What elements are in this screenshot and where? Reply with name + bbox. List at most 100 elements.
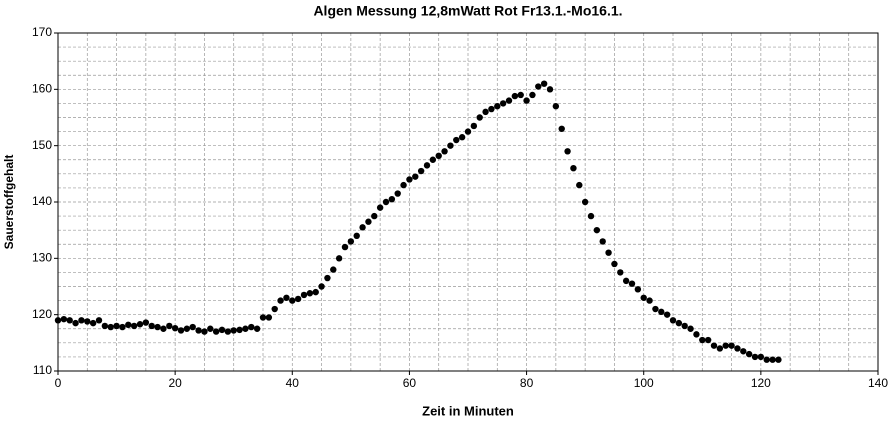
point <box>529 91 536 99</box>
point <box>113 322 120 330</box>
y-tick-label: 120 <box>32 307 52 321</box>
point <box>546 86 554 93</box>
point <box>675 319 683 327</box>
y-tick-label: 130 <box>32 251 52 265</box>
point <box>347 238 355 245</box>
point <box>687 325 694 332</box>
point <box>394 190 401 197</box>
point <box>265 314 273 321</box>
point <box>476 114 483 121</box>
point <box>89 319 97 327</box>
point <box>84 318 91 325</box>
point <box>236 326 243 334</box>
point <box>634 286 642 293</box>
point <box>699 336 706 344</box>
point <box>341 243 349 251</box>
point <box>230 327 237 334</box>
point <box>523 97 530 104</box>
y-tick-label: 160 <box>32 82 52 96</box>
point <box>581 198 589 206</box>
point <box>400 181 407 189</box>
point <box>212 328 220 335</box>
point <box>388 195 396 203</box>
point <box>482 108 489 116</box>
point <box>335 255 343 262</box>
point <box>318 283 325 290</box>
x-tick-label: 60 <box>403 376 417 390</box>
chart-title: Algen Messung 12,8mWatt Rot Fr13.1.-Mo16… <box>313 3 622 19</box>
point <box>716 345 724 352</box>
point <box>611 260 618 268</box>
point <box>271 305 278 313</box>
point <box>359 224 366 231</box>
y-tick-label: 110 <box>33 363 52 377</box>
y-tick-label: 140 <box>32 194 52 208</box>
point <box>535 83 542 90</box>
point <box>435 152 442 160</box>
point <box>154 323 161 331</box>
point <box>195 327 202 334</box>
point <box>693 331 700 338</box>
point <box>148 322 155 330</box>
point <box>763 356 770 363</box>
point <box>353 232 360 239</box>
point <box>470 122 478 130</box>
point <box>704 336 712 344</box>
point <box>669 317 677 324</box>
x-tick-label: 40 <box>286 376 300 390</box>
point <box>294 295 302 303</box>
point <box>207 325 214 332</box>
point <box>640 294 647 301</box>
x-tick-label: 100 <box>634 376 654 390</box>
point <box>312 288 319 296</box>
point <box>119 323 126 331</box>
point <box>681 322 688 330</box>
point <box>283 294 290 301</box>
point <box>412 173 419 180</box>
point <box>499 100 507 107</box>
y-tick-label: 170 <box>32 25 52 39</box>
x-tick-label: 80 <box>520 376 534 390</box>
point <box>107 323 114 331</box>
point <box>382 198 390 206</box>
point <box>248 323 255 331</box>
point <box>710 342 718 349</box>
point <box>511 92 519 100</box>
point <box>306 290 314 297</box>
point <box>605 249 612 256</box>
point <box>130 322 138 330</box>
point <box>253 325 261 332</box>
point <box>751 353 759 361</box>
point <box>769 356 776 363</box>
point <box>78 317 85 324</box>
point <box>617 269 624 276</box>
point <box>622 277 630 285</box>
point <box>734 345 741 352</box>
point <box>201 328 208 335</box>
point <box>189 323 196 331</box>
point <box>66 317 73 324</box>
x-tick-label: 120 <box>751 376 771 390</box>
point <box>54 317 62 324</box>
point <box>423 162 431 169</box>
point <box>183 325 191 332</box>
point <box>441 148 448 155</box>
point <box>593 226 601 234</box>
point <box>558 125 565 132</box>
point <box>289 297 296 304</box>
x-tick-label: 20 <box>168 376 182 390</box>
point <box>757 353 765 361</box>
point <box>417 167 425 175</box>
point <box>658 308 665 316</box>
point <box>177 327 185 334</box>
point <box>646 297 653 304</box>
x-tick-label: 0 <box>55 376 62 390</box>
point <box>494 103 501 110</box>
point <box>540 80 548 87</box>
point <box>72 319 79 327</box>
point <box>365 218 372 225</box>
point <box>488 105 495 113</box>
point <box>458 134 466 141</box>
point <box>464 128 472 135</box>
